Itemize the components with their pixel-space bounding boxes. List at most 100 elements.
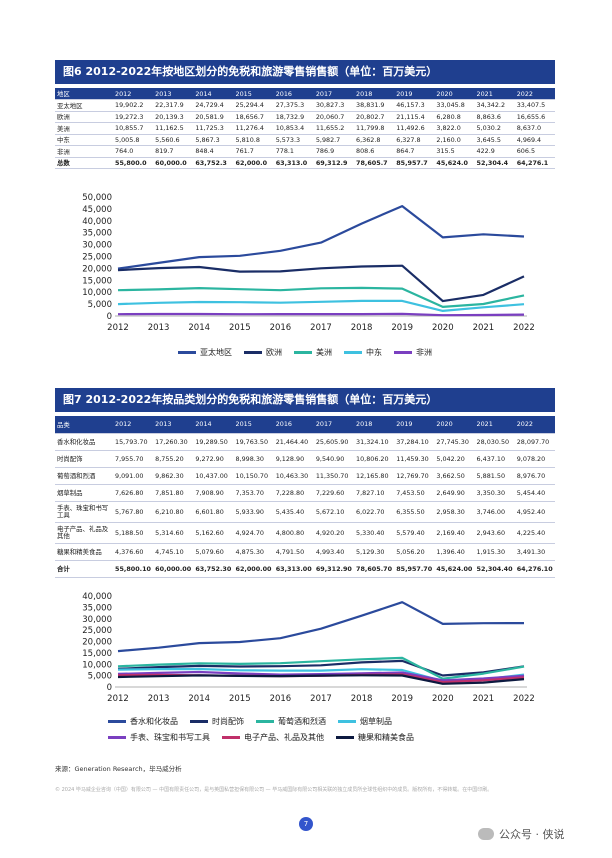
table-row: 中东 5,005.8 5,560.6 5,867.3 5,810.8 5,573.3 5,9… [55, 134, 555, 146]
fig6-table: 地区 2012 2013 2014 2015 2016 2017 2018 2019 2020 20… [55, 88, 555, 169]
table-cell: 3,491.30 [514, 543, 555, 561]
table-cell: 10,437.00 [193, 467, 234, 485]
table-row: 欧洲 19,272.3 20,139.3 20,581.9 18,656.7 18,732… [55, 111, 555, 123]
table-cell: 2014 [193, 416, 234, 434]
table-cell: 85,957.70 [394, 559, 435, 578]
y-tick-label: 25,000 [82, 626, 112, 636]
table-cell: 11,350.70 [313, 467, 355, 485]
table-cell: 12,165.80 [354, 467, 395, 485]
y-tick-label: 35,000 [82, 229, 112, 239]
table-header-row: 地区 2012 2013 2014 2015 2016 2017 2018 2019 2020 20… [55, 88, 555, 100]
table-cell: 2018 [354, 416, 395, 434]
table-cell: 27,745.30 [434, 433, 475, 451]
table-cell: 46,157.3 [394, 99, 435, 112]
y-tick-label: 5,000 [88, 672, 112, 682]
table-cell: 4,952.40 [514, 501, 555, 523]
table-cell: 10,853.4 [273, 122, 314, 135]
y-tick-label: 50,000 [82, 193, 112, 203]
table-cell: 12,769.70 [394, 467, 435, 485]
table-cell: 5,005.8 [113, 134, 154, 146]
x-tick-label: 2016 [270, 323, 292, 333]
table-cell: 2019 [394, 88, 435, 100]
table-cell: 7,827.10 [354, 484, 395, 502]
table-cell: 20,802.7 [354, 111, 395, 123]
table-cell: 15,793.70 [113, 433, 154, 451]
x-tick-label: 2015 [229, 694, 251, 704]
table-cell: 819.7 [153, 145, 194, 158]
x-tick-label: 2017 [310, 694, 332, 704]
table-cell: 18,656.7 [233, 111, 274, 123]
table-cell: 2015 [233, 88, 274, 100]
x-tick-label: 2013 [148, 694, 170, 704]
legend-swatch [190, 719, 208, 723]
table-cell: 37,284.10 [394, 433, 435, 451]
fig6-line-chart: 50,000 45,000 40,000 35,000 30,000 25,00020,0… [82, 193, 535, 333]
table-cell: 6,280.8 [434, 111, 475, 123]
row-label: 合计 [55, 559, 113, 578]
table-cell: 3,662.50 [434, 467, 475, 485]
table-cell: 20,581.9 [193, 111, 234, 123]
legend-item: 欧洲 [244, 344, 282, 360]
y-tick-label: 5,000 [88, 300, 112, 310]
table-cell: 5,560.6 [153, 134, 194, 146]
table-cell: 85,957.7 [394, 156, 435, 169]
legend-label: 美洲 [316, 347, 332, 357]
table-cell: 21,115.4 [394, 111, 435, 123]
row-label: 欧洲 [55, 111, 113, 123]
legend-swatch [338, 719, 356, 723]
fig6-legend: 亚太地区 欧洲 美洲 中东 非洲 [178, 344, 498, 360]
table-cell: 7,955.70 [113, 450, 154, 468]
table-cell: 4,800.80 [273, 522, 314, 544]
table-cell: 21,464.40 [273, 433, 314, 451]
table-cell: 6,210.80 [153, 501, 194, 523]
legend-label: 中东 [366, 347, 382, 357]
table-cell: 19,902.2 [113, 99, 154, 112]
table-cell: 33,045.8 [434, 99, 475, 112]
table-cell: 45,624.0 [434, 156, 475, 169]
table-row: 香水和化妆品 15,793.70 17,260.30 19,289.50 19,763.… [55, 433, 555, 451]
legend-item: 中东 [344, 344, 382, 360]
table-cell: 60,000.00 [153, 559, 194, 578]
x-tick-label: 2012 [107, 694, 129, 704]
series-line [117, 601, 525, 653]
table-row: 美洲 10,855.7 11,162.5 11,725.3 11,276.4 10,853… [55, 122, 555, 135]
row-label: 电子产品、礼品及其他 [55, 522, 113, 544]
table-cell: 2016 [273, 416, 314, 434]
row-label: 总数 [55, 156, 113, 169]
table-cell: 7,908.90 [193, 484, 234, 502]
legend-swatch [244, 350, 262, 354]
y-tick-label: 15,000 [82, 649, 112, 659]
table-cell: 864.7 [394, 145, 435, 158]
table-cell: 30,827.3 [313, 99, 355, 112]
table-cell: 24,729.4 [193, 99, 234, 112]
table-cell: 5,881.50 [474, 467, 515, 485]
table-row: 非洲 764.0 819.7 848.4 761.7 778.1 786.9 808.6 864… [55, 145, 555, 158]
y-tick-label: 20,000 [82, 264, 112, 274]
table-cell: 19,272.3 [113, 111, 154, 123]
table-cell: 28,097.70 [514, 433, 555, 451]
table-cell: 422.9 [474, 145, 515, 158]
series-line [117, 656, 525, 680]
table-cell: 2016 [273, 88, 314, 100]
table-cell: 52,304.4 [474, 156, 515, 169]
legend-swatch [294, 350, 312, 354]
table-cell: 5,162.60 [193, 522, 234, 544]
table-cell: 6,327.8 [394, 134, 435, 146]
table-cell: 9,272.90 [193, 450, 234, 468]
watermark: 公众号 · 侠说 [478, 826, 565, 842]
table-cell: 6,437.10 [474, 450, 515, 468]
table-row: 糖果和精美食品 4,376.60 4,745.10 5,079.60 4,875.30 4… [55, 543, 555, 561]
table-cell: 1,915.30 [474, 543, 515, 561]
table-cell: 2017 [313, 416, 355, 434]
legend-item: 电子产品、礼品及其他 [222, 729, 324, 745]
table-cell: 5,982.7 [313, 134, 355, 146]
table-cell: 11,459.30 [394, 450, 435, 468]
row-label: 非洲 [55, 145, 113, 158]
legend-swatch [222, 735, 240, 739]
row-label: 烟草制品 [55, 484, 113, 502]
legend-item: 糖果和精美食品 [336, 729, 414, 745]
table-cell: 848.4 [193, 145, 234, 158]
legend-label: 糖果和精美食品 [358, 732, 414, 742]
table-row: 时尚配饰 7,955.70 8,755.20 9,272.90 8,998.30 9,12… [55, 450, 555, 468]
series-line [117, 264, 525, 303]
